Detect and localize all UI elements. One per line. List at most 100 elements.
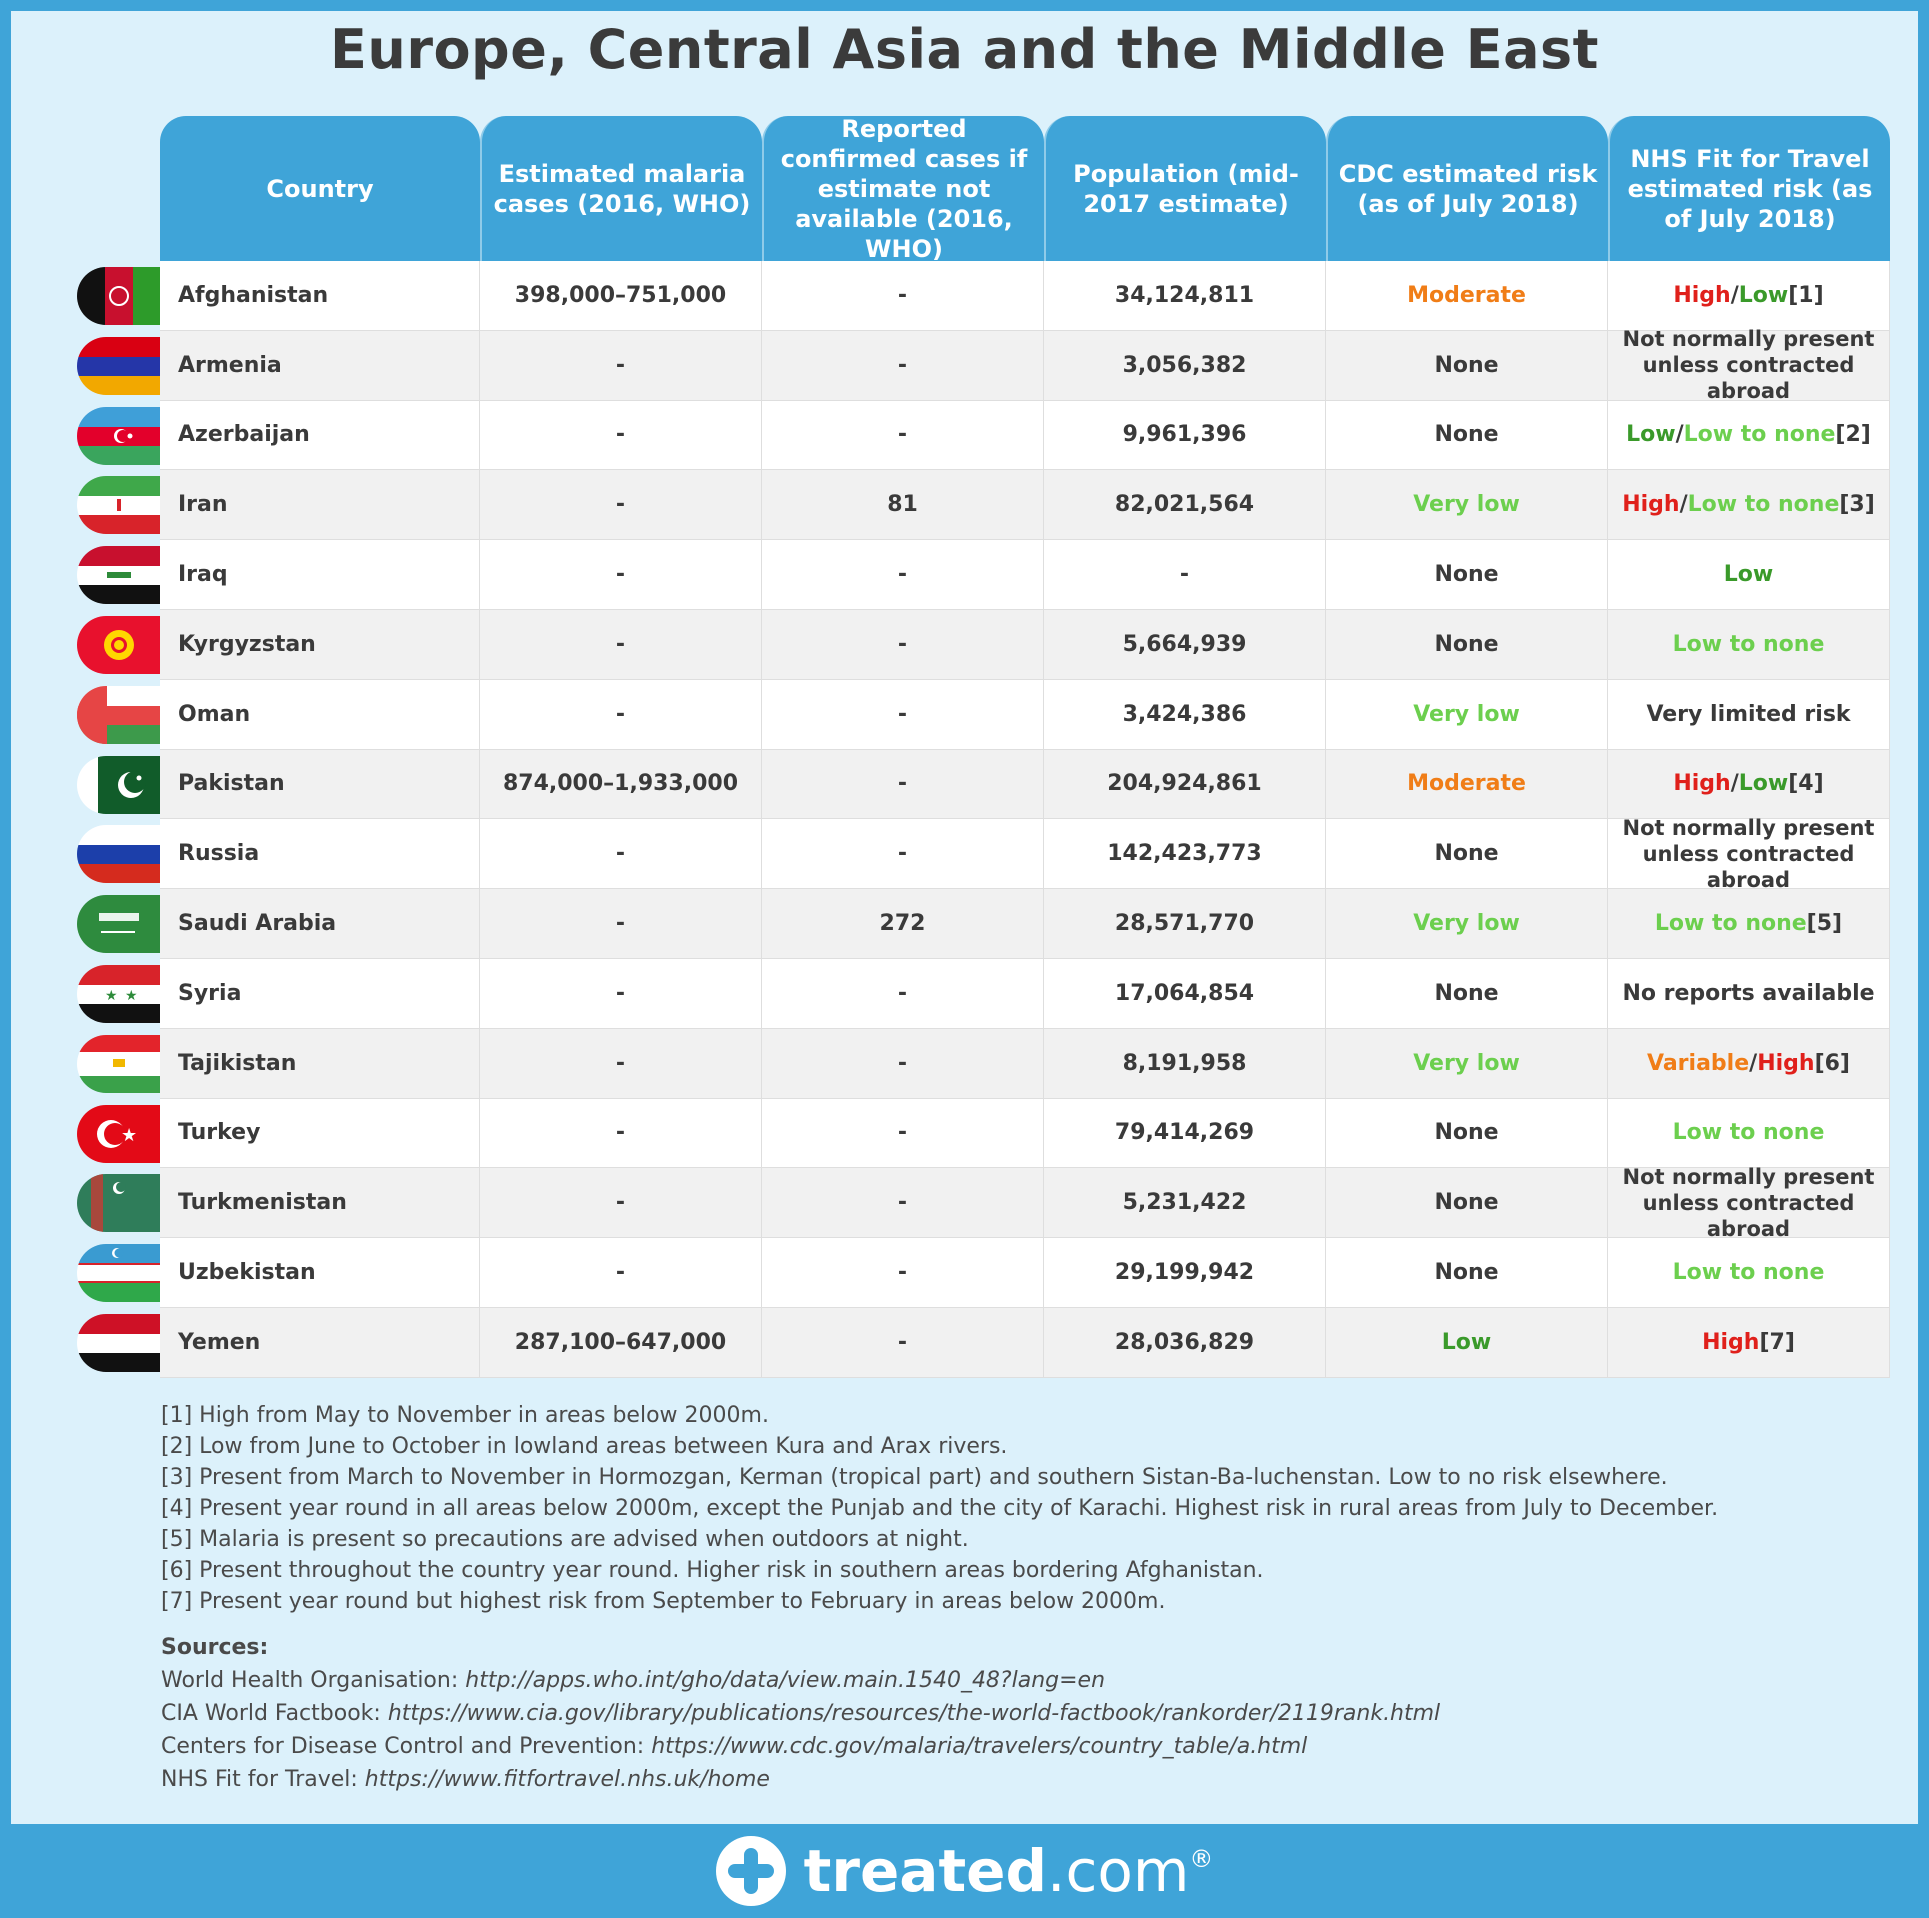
nhs-risk-cell: Not normally present unless contracted a… — [1608, 327, 1890, 403]
table-row: Iran -81 82,021,564 Very low High / Low to non… — [0, 470, 1929, 541]
estimated-cell: - — [480, 1028, 762, 1099]
estimated-cell: - — [480, 959, 762, 1029]
estimated-cell: - — [480, 540, 762, 610]
reported-cell: - — [762, 1168, 1044, 1239]
header-nhs-risk: NHS Fit for Travel estimated risk (as of… — [1608, 116, 1890, 261]
country-cell: Armenia — [160, 330, 480, 401]
estimated-cell: - — [480, 1168, 762, 1239]
table-row: Armenia - -3,056,382 None Not normally prese… — [0, 327, 1929, 403]
population-cell: 17,064,854 — [1044, 959, 1326, 1029]
reported-cell: - — [762, 959, 1044, 1029]
treated-logo-text: treated.com® — [803, 1837, 1214, 1905]
nhs-risk-cell: Low to none [5] — [1608, 889, 1890, 959]
nhs-risk-cell: High / Low [4] — [1608, 749, 1890, 820]
population-cell: 29,199,942 — [1044, 1238, 1326, 1308]
estimated-cell: - — [480, 889, 762, 959]
country-cell: Turkmenistan — [160, 1168, 480, 1239]
cdc-risk-cell: Very low — [1326, 679, 1608, 750]
cdc-risk-cell: None — [1326, 610, 1608, 680]
footer: treated.com® — [0, 1824, 1929, 1918]
country-cell: Russia — [160, 819, 480, 890]
flag-icon — [77, 1314, 161, 1372]
estimated-cell: 398,000–751,000 — [480, 261, 762, 331]
population-cell: 28,036,829 — [1044, 1308, 1326, 1378]
estimated-cell: - — [480, 400, 762, 471]
estimated-cell: 287,100–647,000 — [480, 1308, 762, 1378]
svg-text:★: ★ — [105, 988, 118, 1004]
header-estimated-cases: Estimated malaria cases (2016, WHO) — [480, 116, 762, 261]
country-cell: Syria — [160, 959, 480, 1029]
flag-icon — [77, 1174, 161, 1233]
flag-icon — [77, 1034, 161, 1093]
flag-icon — [77, 1244, 161, 1303]
footnote: [4] Present year round in all areas belo… — [161, 1496, 1719, 1521]
table-row: Pakistan 874,000–1,933,000-204,924,861 Mod… — [0, 749, 1929, 820]
svg-text:★: ★ — [125, 988, 138, 1004]
cdc-risk-cell: None — [1326, 1238, 1608, 1308]
source-link[interactable]: https://www.cia.gov/library/publications… — [387, 1701, 1441, 1726]
country-cell: Turkey — [160, 1098, 480, 1169]
flag-icon — [77, 267, 161, 325]
population-cell: 28,571,770 — [1044, 889, 1326, 959]
cdc-risk-cell: Moderate — [1326, 749, 1608, 820]
population-cell: 3,424,386 — [1044, 679, 1326, 750]
table-row: Afghanistan 398,000–751,000-34,124,811 Mod… — [0, 261, 1929, 331]
flag-icon — [77, 336, 161, 395]
reported-cell: - — [762, 749, 1044, 820]
footnote: [6] Present throughout the country year … — [161, 1558, 1264, 1583]
estimated-cell: - — [480, 1238, 762, 1308]
country-cell: Pakistan — [160, 749, 480, 820]
flag-icon — [77, 895, 161, 954]
header-reported-cases: Reported confirmed cases if estimate not… — [762, 115, 1044, 263]
reported-cell: - — [762, 261, 1044, 331]
cdc-risk-cell: Moderate — [1326, 261, 1608, 331]
flag-icon — [77, 546, 161, 605]
reported-cell: 81 — [762, 470, 1044, 541]
nhs-risk-cell: Very limited risk — [1608, 679, 1890, 750]
source-name: World Health Organisation: — [161, 1668, 466, 1693]
country-cell: Oman — [160, 679, 480, 750]
reported-cell: - — [762, 1238, 1044, 1308]
footnote: [2] Low from June to October in lowland … — [161, 1434, 1008, 1459]
population-cell: 3,056,382 — [1044, 330, 1326, 401]
footnote: [1] High from May to November in areas b… — [161, 1403, 769, 1428]
footnote: [5] Malaria is present so precautions ar… — [161, 1527, 969, 1552]
estimated-cell: - — [480, 330, 762, 401]
header-population: Population (mid-2017 estimate) — [1044, 116, 1326, 261]
source-link[interactable]: https://www.cdc.gov/malaria/travelers/co… — [651, 1734, 1308, 1759]
table-row: ★ Turkey - -79,414,269 None Low to none — [0, 1098, 1929, 1169]
country-cell: Tajikistan — [160, 1028, 480, 1099]
table-row: Uzbekistan - -29,199,942 None Low to none — [0, 1238, 1929, 1308]
cdc-risk-cell: None — [1326, 959, 1608, 1029]
nhs-risk-cell: High / Low [1] — [1608, 261, 1890, 331]
population-cell: - — [1044, 540, 1326, 610]
population-cell: 79,414,269 — [1044, 1098, 1326, 1169]
country-cell: Iraq — [160, 540, 480, 610]
nhs-risk-cell: Variable / High [6] — [1608, 1028, 1890, 1099]
nhs-risk-cell: High [7] — [1608, 1308, 1890, 1378]
reported-cell: - — [762, 1028, 1044, 1099]
population-cell: 82,021,564 — [1044, 470, 1326, 541]
flag-icon — [77, 825, 161, 884]
footnote: [3] Present from March to November in Ho… — [161, 1465, 1668, 1490]
nhs-risk-cell: High / Low to none [3] — [1608, 470, 1890, 541]
table-row: ★ ★ Syria - -17,064,854 None No reports availa… — [0, 959, 1929, 1029]
source-link[interactable]: http://apps.who.int/gho/data/view.main.1… — [465, 1668, 1106, 1693]
footnote: [7] Present year round but highest risk … — [161, 1589, 1166, 1614]
reported-cell: 272 — [762, 889, 1044, 959]
reported-cell: - — [762, 400, 1044, 471]
country-cell: Afghanistan — [160, 261, 480, 331]
nhs-risk-cell: Not normally present unless contracted a… — [1608, 1165, 1890, 1241]
estimated-cell: - — [480, 679, 762, 750]
country-cell: Kyrgyzstan — [160, 610, 480, 680]
population-cell: 142,423,773 — [1044, 819, 1326, 890]
estimated-cell: - — [480, 470, 762, 541]
flag-icon — [77, 755, 161, 814]
source-link[interactable]: https://www.fitfortravel.nhs.uk/home — [364, 1767, 770, 1792]
footnotes: [1] High from May to November in areas b… — [161, 1400, 1718, 1617]
population-cell: 5,231,422 — [1044, 1168, 1326, 1239]
flag-icon — [77, 616, 161, 674]
cdc-risk-cell: None — [1326, 1168, 1608, 1239]
nhs-risk-cell: Low to none — [1608, 610, 1890, 680]
country-cell: Saudi Arabia — [160, 889, 480, 959]
